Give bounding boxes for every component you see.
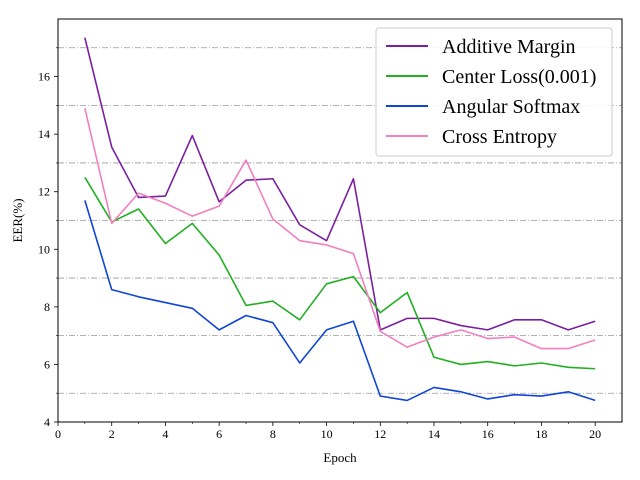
y-tick-label: 8 [44, 300, 50, 314]
series-line-1 [84, 176, 596, 370]
x-axis-label: Epoch [323, 450, 357, 465]
series-line-2 [84, 200, 596, 402]
series-line-0 [84, 37, 596, 331]
x-tick-label: 12 [374, 427, 386, 441]
x-tick-label: 10 [321, 427, 333, 441]
x-tick-label: 20 [589, 427, 601, 441]
legend-label: Cross Entropy [442, 126, 557, 148]
x-tick-label: 4 [162, 427, 168, 441]
x-tick-label: 16 [482, 427, 494, 441]
y-tick-label: 16 [38, 70, 50, 84]
series-lines [84, 37, 596, 402]
legend-label: Center Loss(0.001) [442, 66, 596, 88]
x-tick-label: 6 [216, 427, 222, 441]
y-tick-label: 14 [38, 127, 50, 141]
legend-label: Additive Margin [442, 36, 576, 58]
legend-box [375, 27, 613, 157]
y-tick-label: 6 [44, 357, 50, 371]
x-tick-label: 14 [428, 427, 440, 441]
x-tick-label: 18 [535, 427, 547, 441]
y-tick-label: 10 [38, 242, 50, 256]
legend-label: Angular Softmax [442, 96, 580, 118]
series-line-3 [84, 108, 596, 350]
x-tick-label: 8 [270, 427, 276, 441]
legend: Additive Margin Center Loss(0.001) Angular… [375, 27, 613, 157]
x-tick-label: 0 [55, 427, 61, 441]
y-axis-label: EER(%) [10, 198, 25, 242]
y-tick-label: 4 [44, 415, 50, 429]
x-tick-label: 2 [109, 427, 115, 441]
axis-ticks: 0 2 4 6 8 10 12 14 16 18 20 4 6 8 10 12 14 16 [38, 47, 601, 441]
y-tick-label: 12 [38, 185, 50, 199]
